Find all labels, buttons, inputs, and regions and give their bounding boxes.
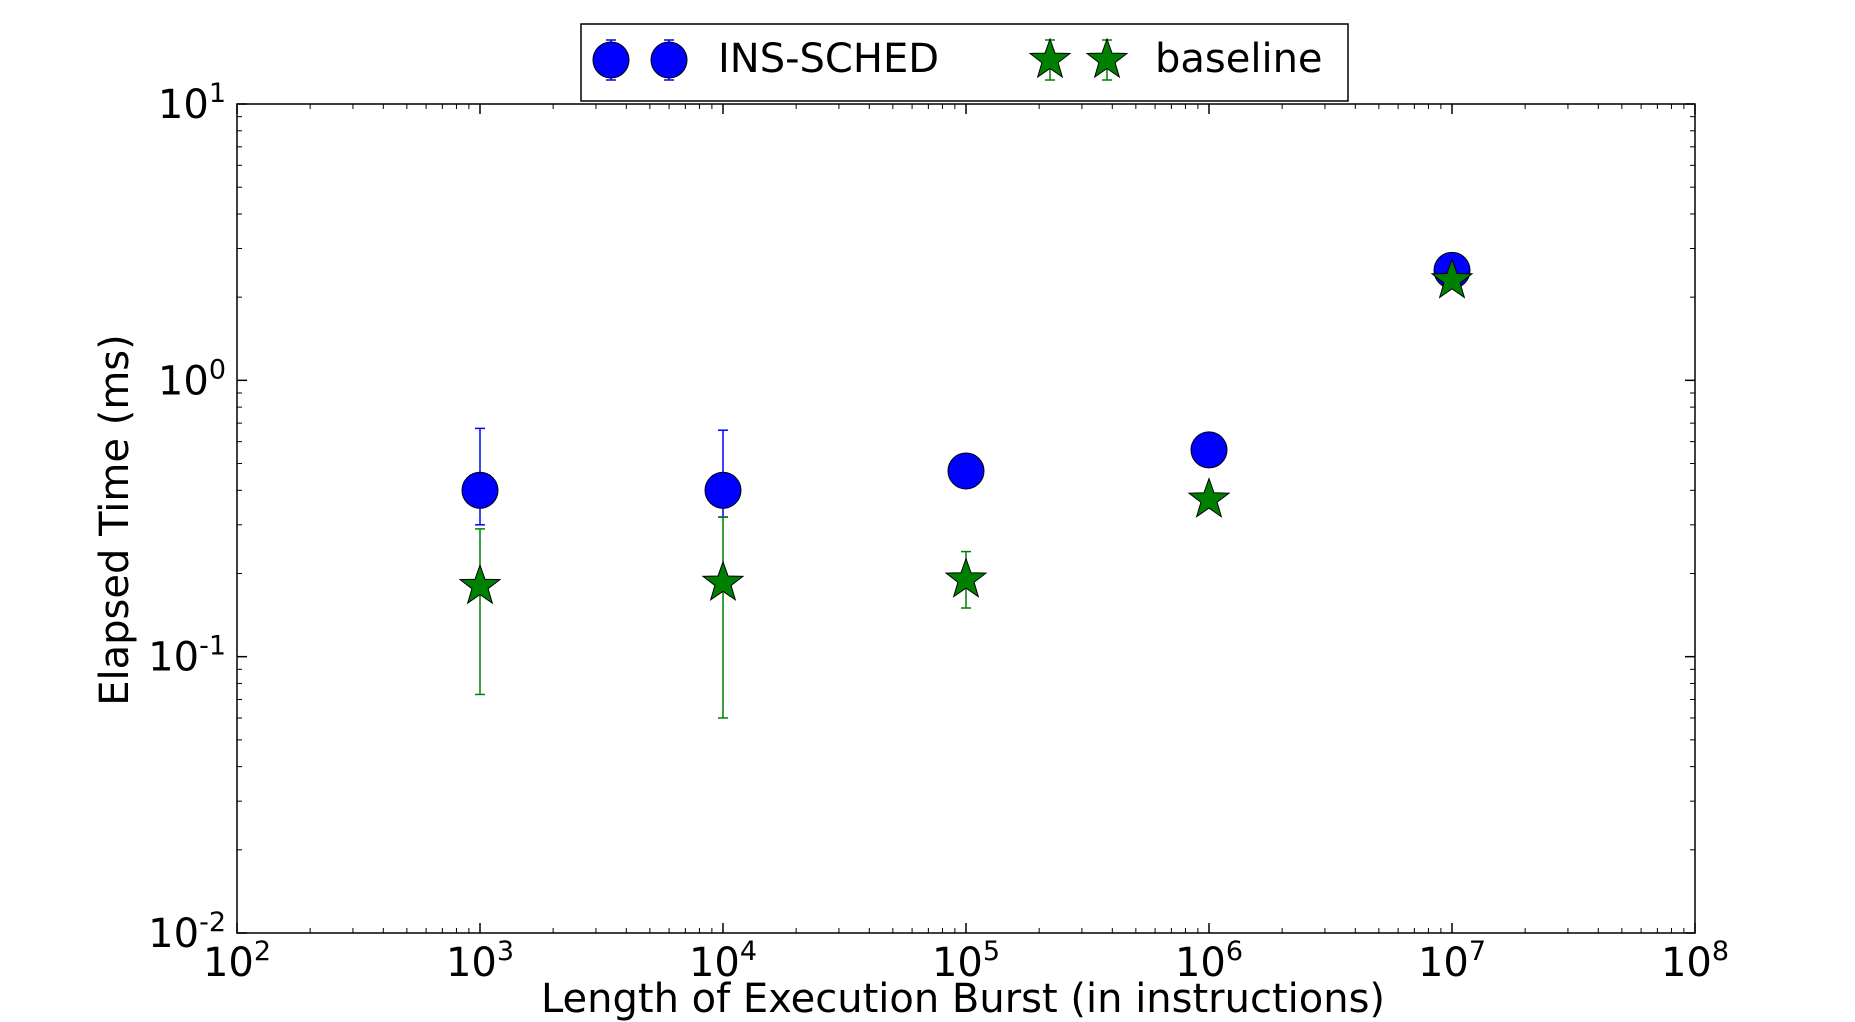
x-tick-label: 108	[1661, 936, 1729, 986]
y-tick-label: 10-2	[148, 907, 226, 957]
legend-marker-baseline	[1028, 37, 1072, 79]
point-baseline	[1430, 257, 1474, 299]
y-axis-label: Elapsed Time (ms)	[92, 334, 138, 705]
y-tick-labels: 10-2 10-1 100 101	[148, 78, 226, 957]
legend-frame	[580, 23, 1349, 102]
minor-ticks	[237, 104, 1695, 933]
legend: INS-SCHED baseline	[580, 23, 1349, 102]
x-tick-label: 105	[932, 936, 1000, 986]
point-baseline	[458, 563, 502, 605]
x-tick-label: 103	[446, 936, 514, 986]
legend-markers	[592, 37, 1129, 81]
x-tick-label: 106	[1175, 936, 1243, 986]
legend-label-baseline: baseline	[1155, 36, 1323, 82]
x-tick-labels: 102 103 104 105 106 107 108	[203, 936, 1729, 986]
point-ins-sched	[1190, 431, 1228, 469]
plot-frame	[236, 103, 1696, 934]
x-tick-label: 107	[1418, 936, 1486, 986]
point-ins-sched	[461, 471, 499, 509]
legend-label-ins-sched: INS-SCHED	[718, 36, 939, 82]
legend-marker-baseline	[1085, 37, 1129, 79]
point-baseline	[1187, 477, 1231, 518]
x-axis-label: Length of Execution Burst (in instructio…	[541, 976, 1385, 1022]
point-baseline	[944, 557, 988, 598]
x-tick-label: 102	[203, 936, 271, 986]
point-ins-sched	[947, 452, 985, 490]
x-tick-label: 104	[689, 936, 757, 986]
y-tick-label: 10-1	[148, 631, 226, 681]
y-tick-label: 100	[158, 354, 226, 404]
point-ins-sched	[704, 471, 742, 509]
data-points	[458, 251, 1474, 605]
legend-marker-ins-sched	[650, 41, 688, 79]
y-tick-label: 101	[158, 78, 226, 128]
legend-marker-ins-sched	[592, 41, 630, 79]
point-baseline	[701, 560, 745, 602]
